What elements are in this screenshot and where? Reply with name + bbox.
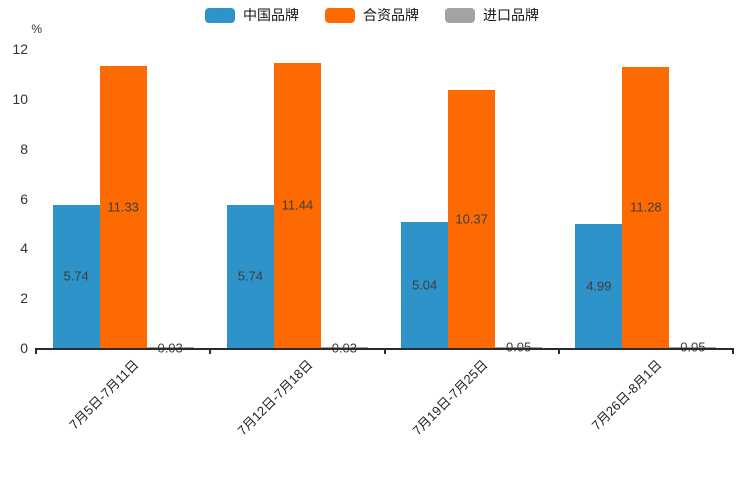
legend-label: 中国品牌 [243, 7, 299, 23]
x-axis-tick [209, 348, 212, 354]
y-axis-unit-label: % [31, 22, 42, 36]
y-tick-label: 10 [12, 90, 28, 107]
y-tick-label: 12 [12, 41, 28, 57]
bar-进口品牌-1 [320, 347, 368, 348]
value-label: 0.03 [157, 340, 182, 355]
value-label: 11.44 [281, 197, 314, 213]
value-label: 4.99 [586, 278, 612, 294]
y-tick-label: 2 [20, 290, 28, 307]
legend-item-2[interactable]: 进口品牌 [445, 8, 539, 23]
legend-label: 进口品牌 [483, 7, 539, 23]
bar-合资品牌-0 [99, 65, 147, 348]
value-label: 5.74 [63, 268, 89, 284]
legend-swatch-icon [445, 8, 475, 23]
value-label: 0.03 [332, 340, 357, 355]
x-axis-tick [557, 348, 560, 354]
bar-合资品牌-1 [273, 62, 321, 348]
y-tick-label: 8 [20, 140, 28, 157]
legend: 中国品牌 合资品牌 进口品牌 [0, 8, 744, 23]
bar-中国品牌-1 [226, 204, 274, 348]
y-tick-label: 4 [20, 240, 28, 257]
x-category-label: 7月5日-7月11日 [66, 357, 142, 433]
y-tick-label: 0 [20, 340, 28, 356]
legend-label: 合资品牌 [363, 7, 419, 23]
value-label: 5.74 [237, 268, 264, 284]
bar-中国品牌-2 [401, 222, 449, 348]
bar-合资品牌-2 [448, 89, 496, 348]
x-category-label: 7月19日-7月25日 [409, 357, 491, 439]
legend-swatch-icon [205, 8, 235, 23]
bar-合资品牌-3 [622, 66, 670, 348]
bar-进口品牌-0 [146, 347, 194, 348]
bar-进口品牌-3 [669, 346, 717, 348]
value-label: 0.05 [506, 340, 531, 355]
x-axis-tick [35, 348, 37, 354]
y-tick-label: 6 [20, 190, 28, 207]
value-label: 11.28 [630, 199, 662, 215]
bar-中国品牌-3 [575, 223, 623, 348]
legend-swatch-icon [325, 8, 355, 23]
legend-item-1[interactable]: 合资品牌 [325, 8, 419, 23]
x-category-label: 7月26日-8月1日 [588, 357, 665, 434]
value-label: 0.05 [680, 340, 705, 355]
x-axis-tick [383, 348, 386, 354]
x-axis-tick [732, 348, 734, 354]
value-label: 5.04 [411, 277, 438, 293]
bar-进口品牌-2 [495, 346, 543, 348]
legend-item-0[interactable]: 中国品牌 [205, 8, 299, 23]
value-label: 11.33 [107, 199, 139, 215]
value-label: 10.37 [455, 211, 488, 227]
bar-中国品牌-0 [52, 204, 100, 348]
x-category-label: 7月12日-7月18日 [234, 357, 316, 439]
